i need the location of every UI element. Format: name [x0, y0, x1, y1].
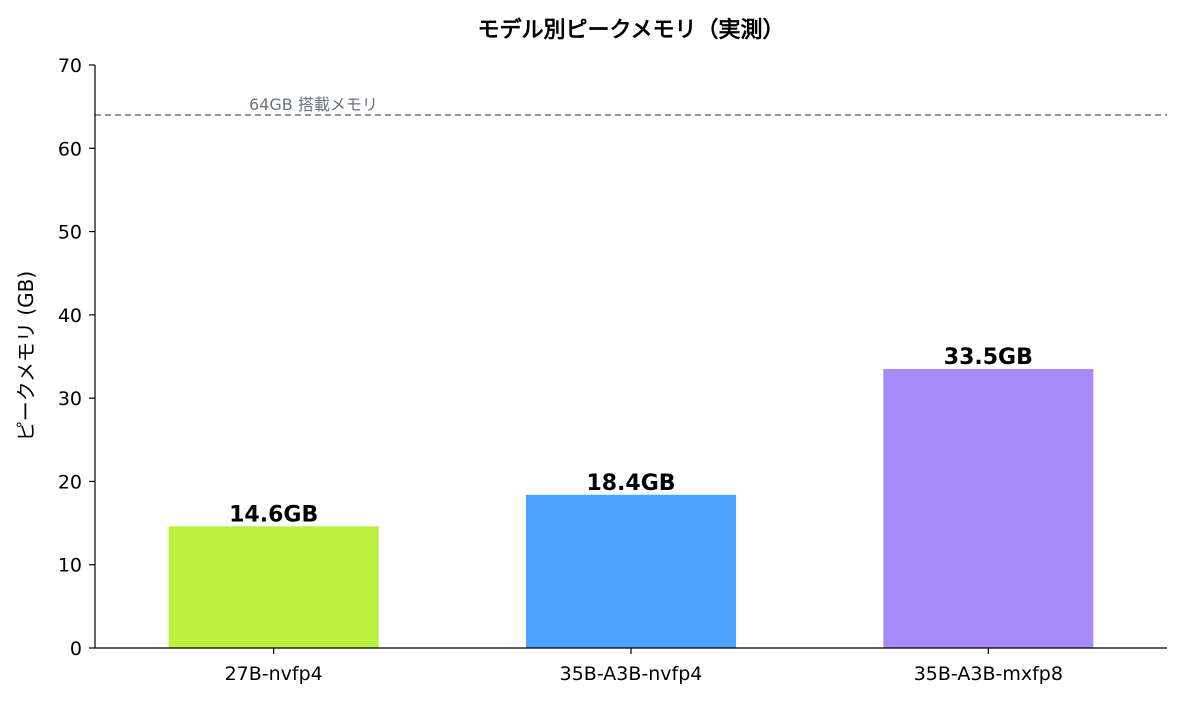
reference-line-label: 64GB 搭載メモリ	[249, 95, 378, 114]
data-label: 33.5GB	[944, 345, 1033, 370]
y-tick-label: 30	[58, 388, 82, 410]
x-tick-label: 35B-A3B-mxfp8	[914, 663, 1063, 685]
y-tick-label: 0	[70, 638, 82, 660]
y-tick-label: 50	[58, 222, 82, 244]
bar	[883, 368, 1094, 648]
bar	[168, 526, 379, 648]
y-tick-label: 10	[58, 555, 82, 577]
y-tick-label: 20	[58, 471, 82, 493]
data-label: 14.6GB	[229, 502, 318, 527]
y-tick-label: 40	[58, 305, 82, 327]
y-tick-label: 70	[58, 55, 82, 77]
y-axis-label: ピークメモリ (GB)	[14, 271, 38, 441]
x-tick-label: 27B-nvfp4	[225, 663, 323, 685]
y-tick-label: 60	[58, 138, 82, 160]
x-tick-label: 35B-A3B-nvfp4	[560, 663, 703, 685]
plot-area: 64GB 搭載メモリ 14.6GB 27B-nvfp4 18.4GB 35B-A3B-n…	[58, 55, 1167, 685]
chart-title: モデル別ピークメモリ（実測）	[477, 17, 784, 43]
bar	[526, 494, 736, 648]
data-label: 18.4GB	[586, 471, 675, 496]
